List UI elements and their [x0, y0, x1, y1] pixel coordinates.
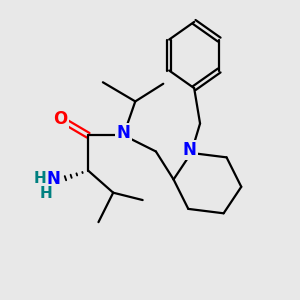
Text: O: O	[53, 110, 67, 128]
Text: H: H	[34, 171, 46, 186]
Text: N: N	[117, 124, 130, 142]
Text: N: N	[183, 141, 197, 159]
Text: N: N	[47, 169, 61, 188]
Text: H: H	[40, 186, 52, 201]
